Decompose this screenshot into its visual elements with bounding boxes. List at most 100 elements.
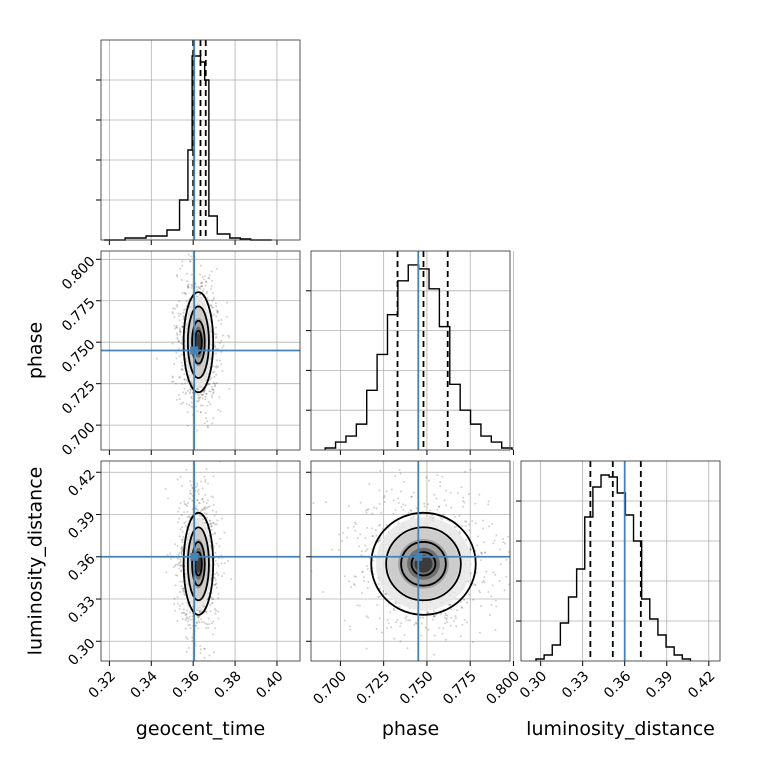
sample-point [183, 379, 186, 382]
sample-point [215, 309, 218, 312]
sample-point [219, 410, 222, 413]
sample-point [210, 528, 213, 531]
sample-point [186, 515, 189, 518]
sample-point [322, 590, 325, 593]
sample-point [190, 397, 193, 400]
sample-point [171, 375, 174, 378]
sample-point [215, 359, 218, 362]
sample-point [216, 571, 219, 574]
sample-point [173, 316, 176, 319]
sample-point [184, 393, 187, 396]
sample-point [182, 589, 185, 592]
sample-point [205, 280, 208, 283]
sample-point [212, 381, 215, 384]
sample-point [191, 639, 194, 642]
sample-point [474, 584, 477, 587]
sample-point [480, 553, 483, 556]
sample-point [176, 275, 179, 278]
x-tick-label: 0.725 [354, 668, 394, 708]
sample-point [227, 334, 230, 337]
sample-point [184, 613, 187, 616]
sample-point [206, 623, 209, 626]
sample-point [349, 628, 352, 631]
sample-point [209, 390, 212, 393]
contour-line [191, 319, 206, 365]
sample-point [352, 582, 355, 585]
sample-point [441, 475, 444, 478]
sample-point [179, 330, 182, 333]
sample-point [203, 647, 206, 650]
sample-point [199, 396, 202, 399]
sample-point [204, 478, 207, 481]
sample-point [216, 519, 219, 522]
sample-point [180, 514, 183, 517]
sample-point [187, 515, 190, 518]
sample-point [207, 617, 210, 620]
sample-point [494, 599, 497, 602]
sample-point [337, 533, 340, 536]
sample-point [223, 562, 226, 565]
sample-point [383, 500, 386, 503]
sample-point [209, 604, 212, 607]
sample-point [410, 495, 413, 498]
sample-point [178, 398, 181, 401]
panel-scatter-ld-phase [306, 460, 519, 666]
sample-point [341, 540, 344, 543]
sample-point [176, 478, 179, 481]
sample-point [427, 503, 430, 506]
contour-line [191, 541, 206, 587]
sample-point [480, 551, 483, 554]
sample-point [197, 488, 200, 491]
sample-point [189, 489, 192, 492]
sample-point [515, 516, 517, 518]
sample-point [213, 573, 216, 576]
sample-point [195, 505, 198, 508]
sample-point [478, 631, 481, 634]
x-axis-label: phase [382, 718, 439, 740]
sample-point [220, 363, 223, 366]
sample-point [175, 351, 178, 354]
sample-point [226, 559, 229, 562]
sample-point [445, 504, 448, 507]
sample-point [449, 491, 452, 494]
sample-point [188, 404, 191, 407]
sample-point [405, 619, 408, 622]
sample-point [204, 506, 207, 509]
sample-point [455, 625, 458, 628]
sample-point [439, 517, 442, 520]
sample-point [472, 598, 475, 601]
sample-point [197, 394, 200, 397]
sample-point [343, 575, 346, 578]
sample-point [210, 385, 213, 388]
sample-point [196, 499, 199, 502]
sample-point [364, 544, 367, 547]
sample-point [362, 576, 365, 579]
sample-point [195, 405, 198, 408]
sample-point [499, 563, 502, 566]
sample-point [217, 617, 220, 620]
sample-point [178, 567, 181, 570]
sample-point [186, 616, 189, 619]
sample-point [203, 390, 206, 393]
sample-point [178, 376, 181, 379]
sample-point [175, 326, 178, 329]
sample-point [212, 388, 215, 391]
sample-point [517, 574, 519, 576]
sample-point [183, 522, 186, 525]
sample-point [204, 493, 207, 496]
sample-point [181, 602, 184, 605]
contour-line [186, 526, 210, 602]
sample-point [176, 563, 179, 566]
sample-point [175, 357, 178, 360]
sample-point [179, 476, 182, 479]
sample-point [176, 557, 179, 560]
sample-point [178, 551, 181, 554]
sample-point [202, 393, 205, 396]
sample-point [441, 518, 444, 521]
sample-point [371, 535, 374, 538]
sample-point [375, 627, 378, 630]
sample-point [325, 501, 328, 504]
sample-point [378, 523, 381, 526]
sample-point [465, 520, 468, 523]
sample-point [461, 606, 464, 609]
